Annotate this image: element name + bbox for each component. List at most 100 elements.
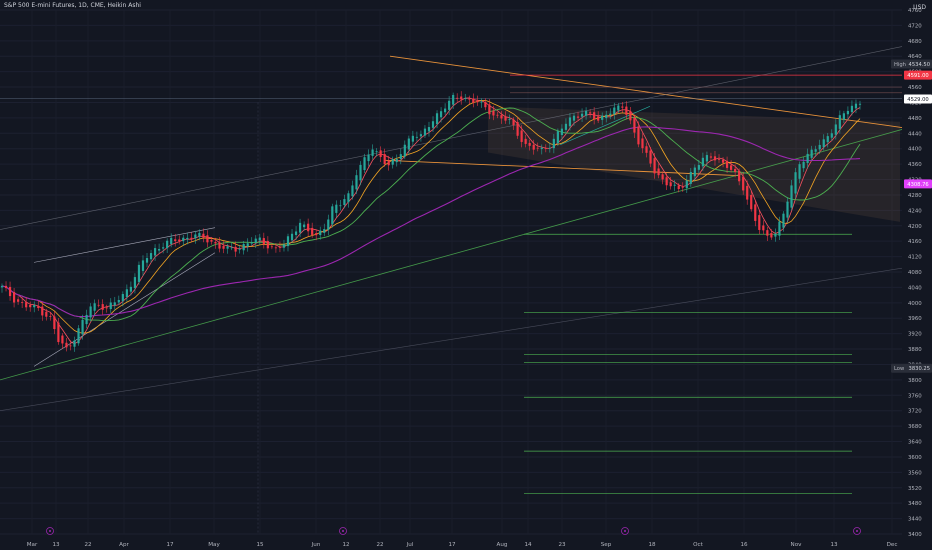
candle-body <box>109 302 112 310</box>
candle-body <box>520 130 523 142</box>
candle-body <box>391 159 394 165</box>
candle-body <box>202 233 205 238</box>
price-axis[interactable]: 4760472046804640460045604520448044404400… <box>908 8 922 538</box>
candle-body <box>307 223 310 232</box>
candle-body <box>274 247 278 249</box>
y-tick-label: 4640 <box>908 54 922 60</box>
x-tick-label: 17 <box>448 542 456 548</box>
candle-body <box>653 158 656 174</box>
ma-purple-line <box>1 126 861 318</box>
candle-body <box>182 237 185 242</box>
trend-line <box>559 106 651 146</box>
y-tick-label: 4280 <box>908 193 922 199</box>
x-tick-label: Aug <box>497 542 508 548</box>
candle-body <box>645 146 648 153</box>
candle-body <box>798 164 801 179</box>
y-tick-label: 3400 <box>908 532 922 538</box>
candle-body <box>448 100 451 110</box>
candle-body <box>601 115 604 120</box>
event-marker-dot <box>624 530 626 532</box>
y-tick-label: 4120 <box>908 255 922 261</box>
candle-body <box>41 306 44 316</box>
candle-body <box>8 286 12 297</box>
price-tag-bg <box>904 179 932 189</box>
candle-body <box>25 302 28 308</box>
candle-body <box>319 230 322 236</box>
candle-body <box>790 185 793 208</box>
candle-body <box>685 180 688 189</box>
candle-body <box>73 340 76 347</box>
y-tick-label: 4240 <box>908 208 922 214</box>
time-axis[interactable]: Mar 13 22 Apr 17 May 15 Jun 12 22 Jul 17 Aug 14 23 Sep 1… <box>27 542 898 548</box>
candle-body <box>782 213 785 228</box>
candle-body <box>476 100 479 103</box>
y-tick-label: 3720 <box>908 409 922 415</box>
candle-body <box>198 232 201 237</box>
candle-body <box>456 97 459 99</box>
candle-body <box>153 248 157 256</box>
candle-body <box>637 126 640 145</box>
event-marker-dot <box>342 530 344 532</box>
candle-body <box>532 144 535 150</box>
candle-body <box>854 103 858 109</box>
candle-body <box>331 206 334 225</box>
y-tick-label: 3480 <box>908 501 922 507</box>
x-tick-label: Oct <box>693 542 703 548</box>
candle-body <box>758 215 761 230</box>
candle-body <box>218 242 221 249</box>
candle-body <box>858 103 862 105</box>
candle-body <box>593 112 596 120</box>
x-tick-label: Jun <box>311 542 321 548</box>
price-tag-bg <box>904 70 932 80</box>
candle-body <box>347 193 350 203</box>
x-tick-label: Sep <box>601 542 612 548</box>
candle-body <box>617 105 620 111</box>
candle-body <box>540 147 543 150</box>
candle-body <box>464 98 467 99</box>
candle-body <box>846 110 850 115</box>
candle-body <box>65 342 68 348</box>
candle-body <box>548 147 551 149</box>
candle-body <box>786 201 789 218</box>
candle-body <box>423 128 427 136</box>
candle-body <box>657 168 660 176</box>
candle-body <box>170 237 173 245</box>
candle-body <box>149 253 153 260</box>
y-tick-label: 3920 <box>908 332 922 338</box>
y-tick-label: 3680 <box>908 424 922 430</box>
candle-body <box>17 299 20 302</box>
candle-body <box>45 311 48 317</box>
candle-body <box>750 195 753 210</box>
currency-label[interactable]: USD <box>913 4 926 11</box>
candle-body <box>101 304 104 310</box>
y-tick-label: 4160 <box>908 239 922 245</box>
y-tick-label: 3800 <box>908 378 922 384</box>
candle-body <box>214 242 217 244</box>
candle-body <box>379 150 382 157</box>
candle-body <box>298 222 302 233</box>
candle-body <box>387 160 390 166</box>
x-tick-label: 14 <box>524 542 532 548</box>
drawing-annotations <box>0 46 903 534</box>
candle-body <box>335 204 338 213</box>
candle-body <box>500 115 503 119</box>
chart-grid <box>0 9 902 535</box>
price-tag: 4308.76 <box>907 182 928 188</box>
candle-body <box>57 322 60 343</box>
candle-body <box>93 303 96 311</box>
x-tick-label: 22 <box>84 542 91 548</box>
candle-body <box>238 248 241 250</box>
candle-body <box>830 133 833 138</box>
candle-body <box>472 98 475 103</box>
candle-body <box>544 148 547 149</box>
candle-body <box>677 185 680 190</box>
candle-body <box>770 233 773 238</box>
candle-body <box>230 247 233 249</box>
moving-average-lines <box>1 97 861 345</box>
candle-body <box>488 104 491 115</box>
candle-body <box>810 149 813 158</box>
candle-body <box>802 161 805 169</box>
candle-body <box>129 286 133 292</box>
candle-body <box>210 240 213 242</box>
